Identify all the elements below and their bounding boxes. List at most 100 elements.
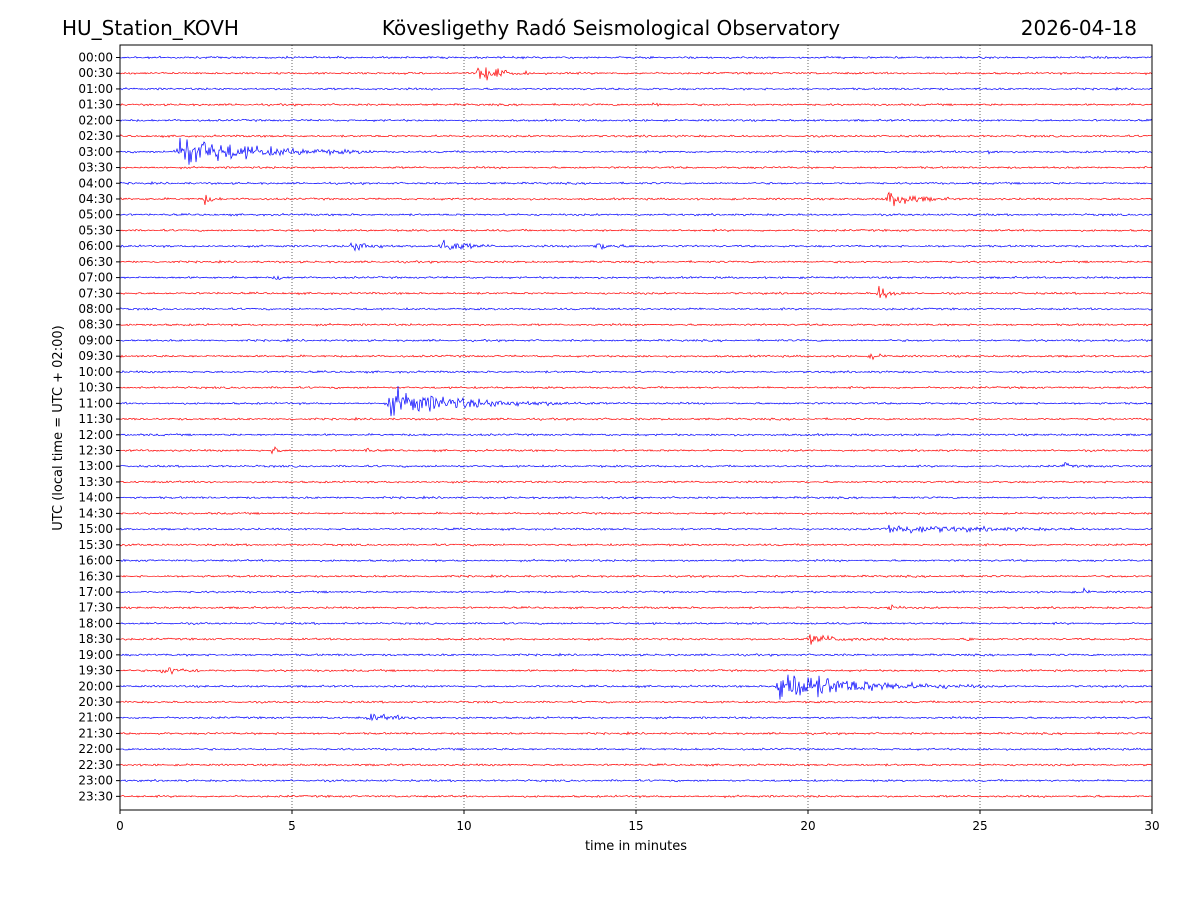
y-tick-label: 05:30 (78, 223, 113, 237)
y-tick-label: 07:30 (78, 286, 113, 300)
trace-10-30 (119, 385, 1153, 390)
x-tick-label: 20 (800, 819, 815, 833)
trace-04-00 (119, 180, 1153, 186)
chart-title: Kövesligethy Radó Seismological Observat… (382, 16, 840, 40)
trace-14-30 (119, 511, 1153, 516)
x-axis-label: time in minutes (585, 839, 687, 854)
y-tick-label: 00:30 (78, 66, 113, 80)
y-tick-label: 20:30 (78, 695, 113, 709)
trace-16-00 (119, 558, 1153, 563)
y-tick-label: 10:00 (78, 365, 113, 379)
x-tick-label: 10 (456, 819, 471, 833)
y-tick-label: 09:00 (78, 333, 113, 347)
y-tick-label: 21:00 (78, 711, 113, 725)
y-tick-label: 11:30 (78, 412, 113, 426)
trace-11-00 (119, 386, 1153, 417)
trace-23-00 (119, 778, 1153, 783)
trace-18-30 (119, 634, 1153, 645)
trace-20-30 (119, 700, 1153, 704)
y-tick-label: 05:00 (78, 208, 113, 222)
y-tick-label: 02:30 (78, 129, 113, 143)
trace-05-30 (119, 228, 1153, 233)
trace-15-30 (119, 543, 1153, 547)
chart-date: 2026-04-18 (1021, 16, 1137, 40)
trace-22-00 (119, 747, 1153, 751)
trace-09-00 (119, 338, 1153, 343)
trace-07-30 (119, 285, 1153, 299)
y-tick-label: 02:00 (78, 113, 113, 127)
y-tick-label: 14:00 (78, 491, 113, 505)
y-tick-label: 22:00 (78, 742, 113, 756)
y-tick-label: 03:00 (78, 145, 113, 159)
trace-02-00 (119, 118, 1153, 123)
y-tick-label: 19:30 (78, 664, 113, 678)
y-tick-label: 19:00 (78, 648, 113, 662)
y-tick-label: 15:00 (78, 522, 113, 536)
trace-09-30 (119, 353, 1153, 361)
trace-08-00 (119, 307, 1153, 311)
y-tick-label: 13:30 (78, 475, 113, 489)
y-tick-label: 18:00 (78, 616, 113, 630)
trace-14-00 (119, 495, 1153, 500)
y-tick-label: 21:30 (78, 726, 113, 740)
y-tick-label: 16:00 (78, 554, 113, 568)
trace-17-30 (119, 604, 1153, 610)
y-tick-label: 22:30 (78, 758, 113, 772)
y-tick-label: 01:30 (78, 98, 113, 112)
y-tick-label: 07:00 (78, 271, 113, 285)
y-tick-label: 13:00 (78, 459, 113, 473)
y-tick-label: 09:30 (78, 349, 113, 363)
x-tick-label: 0 (116, 819, 124, 833)
trace-02-30 (119, 134, 1153, 139)
trace-03-00 (119, 137, 1153, 165)
station-name: HU_Station_KOVH (62, 16, 239, 40)
y-tick-label: 23:00 (78, 774, 113, 788)
trace-01-30 (119, 102, 1153, 107)
trace-13-30 (119, 480, 1153, 484)
y-tick-label: 12:30 (78, 444, 113, 458)
y-tick-label: 04:30 (78, 192, 113, 206)
trace-13-00 (119, 462, 1153, 468)
y-tick-label: 16:30 (78, 569, 113, 583)
trace-03-30 (119, 165, 1153, 170)
trace-11-30 (119, 416, 1153, 422)
y-tick-label: 11:00 (78, 396, 113, 410)
trace-22-30 (119, 763, 1153, 767)
y-tick-label: 12:00 (78, 428, 113, 442)
y-tick-label: 03:30 (78, 161, 113, 175)
trace-04-30 (119, 191, 1153, 207)
trace-21-00 (119, 713, 1153, 722)
trace-05-00 (119, 212, 1153, 217)
x-tick-label: 15 (628, 819, 643, 833)
trace-17-00 (119, 587, 1153, 594)
y-tick-label: 01:00 (78, 82, 113, 96)
y-tick-label: 06:30 (78, 255, 113, 269)
y-tick-label: 08:30 (78, 318, 113, 332)
trace-00-30 (119, 67, 1153, 81)
y-tick-label: 17:30 (78, 601, 113, 615)
y-tick-label: 04:00 (78, 176, 113, 190)
trace-18-00 (119, 621, 1153, 626)
trace-08-30 (119, 322, 1153, 327)
trace-07-00 (119, 275, 1153, 280)
y-tick-label: 20:00 (78, 679, 113, 693)
trace-12-00 (119, 432, 1153, 437)
y-tick-label: 10:30 (78, 381, 113, 395)
x-tick-label: 25 (972, 819, 987, 833)
y-tick-label: 15:30 (78, 538, 113, 552)
grid-lines (291, 45, 981, 810)
trace-01-00 (119, 86, 1153, 91)
y-axis-label: UTC (local time = UTC + 02:00) (51, 325, 66, 530)
trace-06-00 (119, 239, 1153, 252)
y-tick-label: 17:00 (78, 585, 113, 599)
trace-23-30 (119, 794, 1153, 799)
trace-16-30 (119, 573, 1153, 579)
trace-06-30 (119, 259, 1153, 264)
trace-21-30 (119, 731, 1153, 736)
x-tick-label: 5 (288, 819, 296, 833)
trace-19-30 (119, 667, 1153, 675)
y-tick-label: 08:00 (78, 302, 113, 316)
y-tick-label: 14:30 (78, 506, 113, 520)
